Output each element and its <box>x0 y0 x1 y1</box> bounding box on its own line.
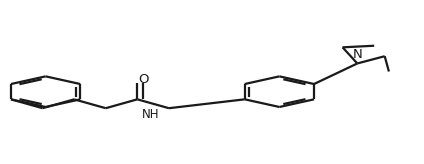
Text: NH: NH <box>142 108 160 121</box>
Text: O: O <box>138 73 149 86</box>
Text: N: N <box>352 48 362 61</box>
